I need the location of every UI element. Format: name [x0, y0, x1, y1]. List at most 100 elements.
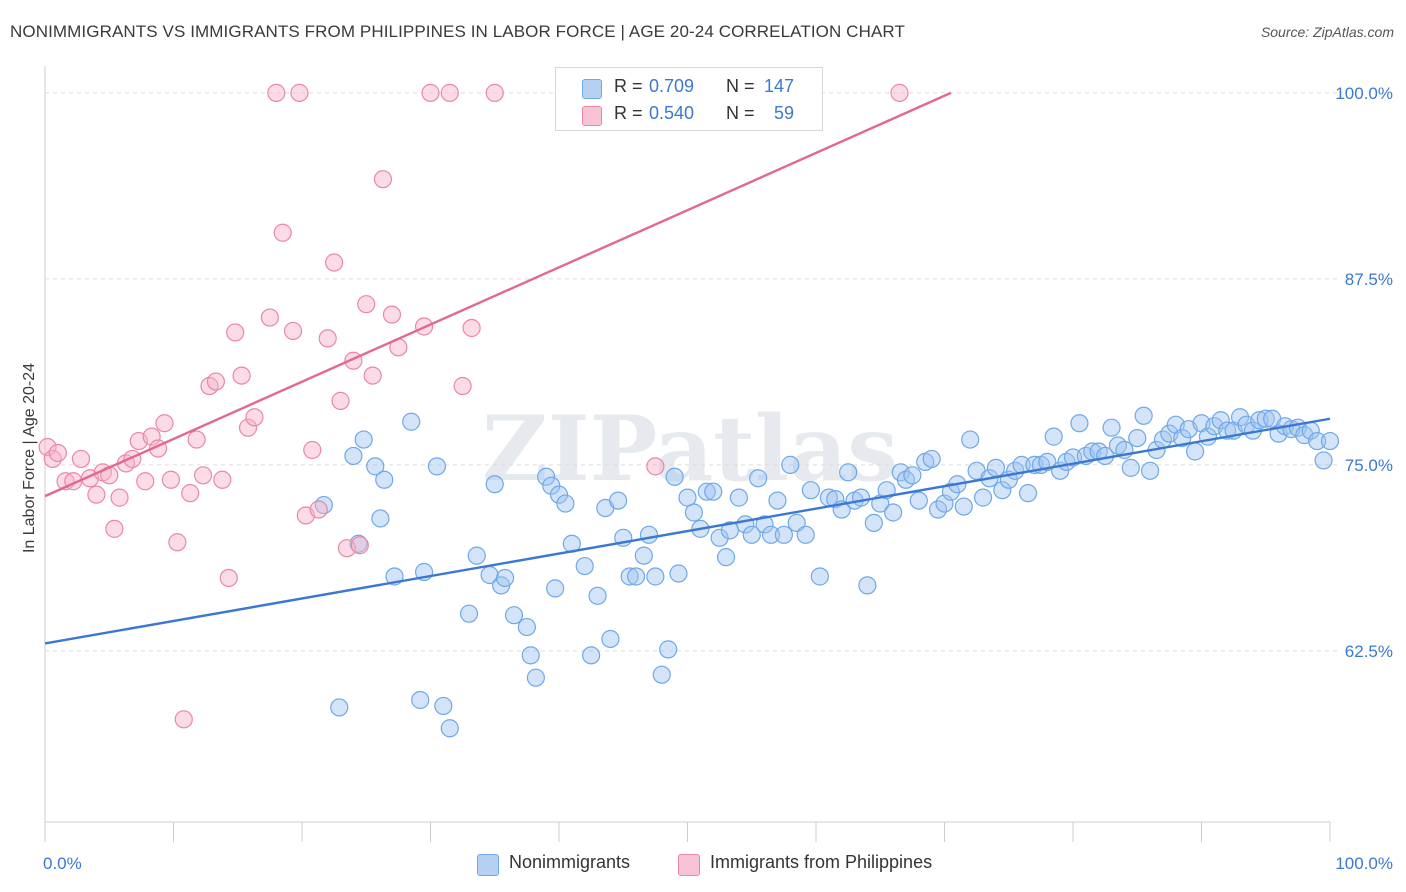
y-axis-label: In Labor Force | Age 20-24: [21, 362, 38, 554]
immigrant-point: [187, 430, 206, 449]
immigrant-point: [161, 470, 181, 489]
immigrant-point: [193, 466, 213, 485]
immigrant-point: [87, 485, 106, 504]
nonimmigrant-point: [330, 698, 349, 717]
nonimmigrant-point: [1308, 431, 1327, 451]
legend-swatch-immigrants: [582, 106, 602, 126]
immigrant-point: [440, 83, 459, 102]
nonimmigrant-point: [796, 525, 815, 544]
nonimmigrant-point: [375, 470, 394, 489]
immigrant-point: [309, 500, 328, 519]
immigrant-point: [318, 329, 337, 348]
nonimmigrant-point: [909, 491, 928, 510]
nonimmigrant-point: [495, 568, 515, 588]
chart-title: NONIMMIGRANTS VS IMMIGRANTS FROM PHILIPP…: [10, 22, 905, 41]
nonimmigrant-point: [634, 546, 653, 565]
y-tick-label: 100.0%: [1335, 84, 1393, 103]
bottom-legend-label-nonimmigrants: Nonimmigrants: [509, 852, 631, 872]
nonimmigrant-point: [575, 556, 594, 576]
nonimmigrant-point: [864, 513, 883, 533]
x-tick-label-max: 100.0%: [1335, 854, 1393, 873]
immigrant-point: [382, 305, 402, 324]
nonimmigrant-point: [761, 525, 781, 544]
nonimmigrant-point: [774, 525, 793, 544]
nonimmigrants-trend-line: [44, 417, 1331, 645]
immigrant-point: [260, 308, 279, 327]
nonimmigrant-point: [729, 488, 749, 507]
immigrant-point: [110, 488, 129, 507]
nonimmigrant-point: [858, 576, 877, 595]
source-credit: Source: ZipAtlas.com: [1260, 24, 1394, 40]
immigrant-point: [213, 470, 232, 489]
y-tick-label: 75.0%: [1345, 456, 1393, 475]
nonimmigrant-point: [1320, 431, 1340, 451]
immigrant-point: [357, 295, 376, 314]
immigrant-point: [38, 437, 57, 457]
nonimmigrant-point: [1173, 428, 1192, 448]
nonimmigrant-point: [371, 509, 390, 528]
nonimmigrant-point: [459, 604, 479, 623]
nonimmigrant-point: [1038, 452, 1057, 472]
immigrant-point: [226, 323, 245, 342]
immigrant-point: [363, 366, 382, 385]
immigrant-point: [105, 519, 124, 538]
nonimmigrant-point: [710, 528, 729, 547]
nonimmigrant-point: [993, 481, 1012, 500]
immigrant-point: [232, 366, 251, 385]
immigrant-point: [373, 170, 393, 189]
nonimmigrant-point: [427, 457, 447, 476]
nonimmigrant-point: [851, 488, 871, 507]
nonimmigrant-point: [1256, 409, 1275, 428]
nonimmigrant-point: [941, 482, 961, 501]
immigrant-point: [421, 83, 440, 102]
immigrant-point: [890, 83, 909, 102]
immigrant-point: [206, 372, 226, 391]
immigrant-point: [267, 83, 286, 102]
legend-n-label: N =: [726, 76, 755, 96]
nonimmigrant-point: [549, 485, 569, 504]
nonimmigrant-point: [1102, 418, 1121, 437]
immigrants-trend-line: [44, 91, 952, 498]
nonimmigrant-point: [556, 494, 575, 513]
nonimmigrant-point: [354, 430, 373, 449]
nonimmigrant-point: [669, 564, 688, 583]
nonimmigrant-point: [1018, 484, 1038, 503]
nonimmigrant-point: [1211, 411, 1230, 430]
nonimmigrant-point: [986, 458, 1006, 477]
nonimmigrant-point: [485, 475, 504, 494]
nonimmigrant-point: [434, 696, 453, 716]
immigrant-point: [181, 484, 200, 503]
immigrant-point: [453, 376, 472, 396]
nonimmigrant-point: [742, 525, 761, 544]
nonimmigrant-point: [922, 449, 941, 469]
immigrant-point: [238, 418, 258, 437]
nonimmigrant-point: [697, 482, 716, 501]
nonimmigrant-point: [1185, 442, 1205, 461]
nonimmigrant-point: [537, 467, 556, 486]
legend-n-value: 147: [764, 76, 795, 96]
nonimmigrant-point: [973, 488, 993, 507]
nonimmigrant-point: [883, 503, 903, 522]
immigrant-point: [303, 440, 322, 460]
nonimmigrant-point: [588, 586, 607, 605]
nonimmigrant-point: [704, 482, 723, 501]
nonimmigrant-point: [810, 567, 829, 586]
nonimmigrant-point: [517, 617, 536, 637]
legend-row-immigrants: R = 0.540 N = 59: [556, 103, 822, 127]
legend-r-label: R =: [614, 76, 643, 96]
nonimmigrant-point: [749, 469, 768, 488]
legend-row-nonimmigrants: R = 0.709 N = 147: [556, 76, 822, 100]
legend-swatch-nonimmigrants: [582, 79, 602, 99]
nonimmigrant-point: [659, 640, 678, 659]
nonimmigrant-point: [646, 567, 665, 586]
nonimmigrant-point: [626, 567, 646, 586]
x-tick-label-min: 0.0%: [43, 854, 82, 873]
nonimmigrant-point: [716, 548, 736, 567]
legend-r-value: 0.709: [649, 76, 695, 96]
nonimmigrant-point: [582, 646, 601, 665]
nonimmigrant-point: [440, 719, 459, 738]
immigrant-point: [168, 533, 187, 552]
nonimmigrant-point: [402, 412, 421, 431]
immigrant-point: [245, 408, 264, 427]
y-tick-label: 87.5%: [1345, 270, 1393, 289]
